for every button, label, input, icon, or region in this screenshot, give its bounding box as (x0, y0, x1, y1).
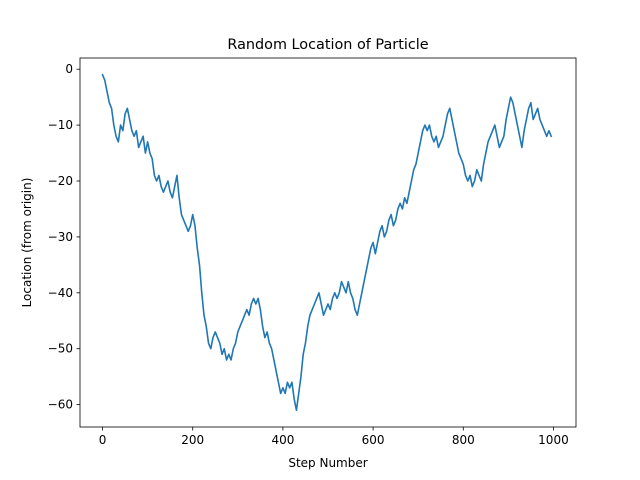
plot-frame (79, 57, 577, 428)
x-tick-label: 600 (362, 433, 385, 447)
y-tick-label: −20 (48, 174, 73, 188)
series-layer (101, 73, 553, 412)
y-tick-label: −60 (48, 398, 73, 412)
series-line (101, 73, 553, 412)
y-axis-ticks: 0 −10 −20 −30 −40 −50 −60 (48, 62, 80, 412)
x-tick-label: 400 (271, 433, 294, 447)
x-tick-label: 800 (452, 433, 475, 447)
y-tick-label: −40 (48, 286, 73, 300)
x-tick-label: 0 (99, 433, 107, 447)
y-tick-label: −30 (48, 230, 73, 244)
y-tick-label: −10 (48, 118, 73, 132)
y-axis-label: Location (from origin) (20, 178, 34, 308)
x-tick-label: 1000 (538, 433, 569, 447)
x-axis-label: Step Number (288, 456, 367, 470)
x-axis-ticks: 0 200 400 600 800 1000 (99, 427, 569, 447)
y-tick-label: −50 (48, 342, 73, 356)
y-tick-label: 0 (65, 62, 73, 76)
x-tick-label: 200 (181, 433, 204, 447)
chart-title: Random Location of Particle (227, 37, 428, 53)
